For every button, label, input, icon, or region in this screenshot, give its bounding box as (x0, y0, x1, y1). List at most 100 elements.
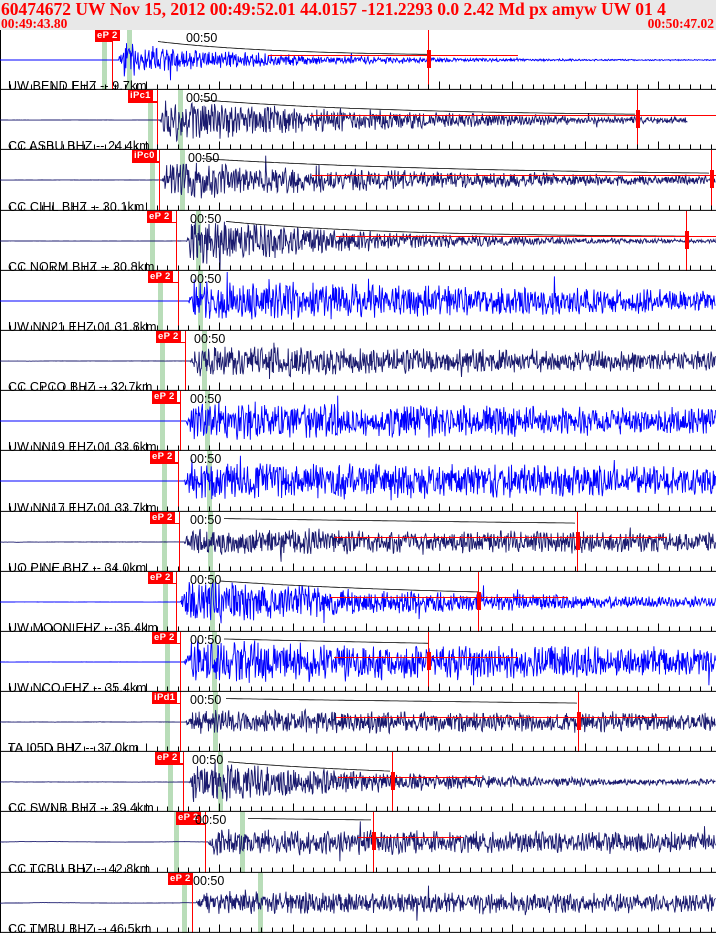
phase-pick-label[interactable]: eP 2 (176, 812, 201, 824)
time-axis (0, 322, 716, 331)
trace-panel[interactable]: iPc1 00:50 CC ASBU BHZ -- 24.4km (0, 90, 716, 151)
p-pick-connector (156, 341, 185, 344)
p-pick-connector (148, 582, 176, 585)
time-axis (0, 743, 716, 753)
phase-pick-label[interactable]: eP 2 (95, 30, 120, 41)
trace-panel[interactable]: eP 2 00:50 CC CPCO BHZ -- 32.7km (0, 330, 716, 392)
p-arrival-pick-line[interactable] (180, 692, 182, 753)
p-arrival-pick-line[interactable] (180, 391, 182, 452)
trace-panel[interactable]: iPd1 00:50 TA I05D BHZ -- 37.0km (0, 692, 716, 753)
trace-panel[interactable]: eP 2 00:50 UW NN19 EHZ.01 33.6km (0, 391, 716, 452)
p-arrival-pick-line[interactable] (159, 150, 161, 211)
time-axis (0, 803, 716, 813)
phase-pick-label[interactable]: iPc1 (128, 90, 153, 102)
minute-time-label: 00:50 (194, 331, 226, 346)
waveform-trace (0, 395, 716, 440)
minute-time-label: 00:50 (190, 452, 222, 467)
waveform-trace (0, 271, 716, 320)
phase-pick-label[interactable]: eP 2 (147, 210, 172, 222)
trace-panel[interactable]: iPc0 00:50 CC CIHL BHZ -- 30.1km (0, 150, 716, 211)
p-arrival-pick-line[interactable] (180, 631, 182, 693)
phase-pick-label[interactable]: eP 2 (168, 872, 193, 884)
time-axis (0, 81, 716, 91)
p-arrival-pick-line[interactable] (157, 90, 159, 151)
waveform-trace (0, 517, 716, 562)
p-pick-connector (176, 823, 205, 825)
trace-panel[interactable]: eP 2 00:50 UO PINE BHZ -- 34.0km (0, 511, 716, 572)
station-label: UW BEND EHZ -- 9.7km (8, 79, 147, 91)
phase-pick-label[interactable]: eP 2 (155, 752, 180, 764)
p-pick-connector (128, 101, 157, 103)
trace-panel[interactable]: eP 2 00:50 UW NN17 EHZ.01 33.7km (0, 451, 716, 512)
p-pick-connector (150, 522, 179, 524)
p-arrival-pick-line[interactable] (176, 571, 178, 632)
green-highlight-band-2 (258, 872, 263, 933)
trace-panel[interactable]: eP 2 00:50 CC TCBU BHZ -- 42.8km (0, 812, 716, 873)
time-axis (0, 623, 716, 632)
waveform-trace (0, 818, 716, 862)
station-label: CC TMBU BHZ -- 46.5km (8, 921, 152, 933)
minute-time-label: 00:50 (192, 753, 224, 768)
p-arrival-pick-line[interactable] (185, 330, 187, 392)
minute-time-label: 00:50 (190, 632, 222, 647)
green-highlight-band-2 (196, 210, 201, 271)
phase-pick-label[interactable]: iPc0 (132, 150, 157, 162)
coda-marker-box (635, 110, 640, 129)
phase-pick-label[interactable]: eP 2 (148, 270, 173, 282)
time-axis (0, 382, 716, 392)
p-pick-connector (152, 703, 180, 705)
p-arrival-pick-line[interactable] (112, 30, 114, 91)
trace-panel[interactable]: eP 2 00:50 UW BEND EHZ -- 9.7km (0, 30, 716, 91)
green-highlight-band-2 (127, 30, 132, 91)
p-arrival-pick-line[interactable] (178, 270, 180, 331)
phase-pick-label[interactable]: eP 2 (148, 571, 173, 583)
trace-panel-list: eP 2 00:50 UW BEND EHZ -- 9.7km iPc1 00:50 CC… (0, 30, 716, 938)
trace-panel[interactable]: eP 2 00:50 UW MOON EHZ -- 35.4km (0, 571, 716, 632)
phase-pick-label[interactable]: eP 2 (156, 330, 181, 342)
p-pick-connector (152, 642, 180, 645)
p-arrival-pick-line[interactable] (192, 872, 194, 933)
coda-marker-box (576, 712, 581, 731)
p-arrival-pick-line[interactable] (179, 511, 181, 572)
station-label: CC CIHL BHZ -- 30.1km (8, 199, 145, 211)
coda-marker-box (426, 50, 431, 68)
p-arrival-pick-line[interactable] (176, 210, 178, 271)
minute-time-label: 00:50 (186, 31, 218, 45)
p-arrival-pick-line[interactable] (178, 451, 180, 512)
waveform-trace (0, 580, 716, 623)
phase-pick-label[interactable]: eP 2 (152, 391, 177, 403)
trace-panel[interactable]: eP 2 00:50 CC TMBU BHZ -- 46.5km (0, 872, 716, 933)
p-pick-connector (168, 883, 192, 886)
coda-marker-box (684, 230, 689, 249)
window-start-time: 00:49:43.80 (1, 16, 68, 31)
time-axis (0, 141, 716, 151)
waveform-trace (0, 456, 716, 501)
minute-time-label: 00:50 (190, 211, 222, 226)
green-highlight-band-2 (240, 812, 245, 873)
time-axis (0, 563, 716, 572)
waveform-trace (0, 41, 716, 81)
trace-panel[interactable]: eP 2 00:50 UW NN21 EHZ.01 31.8km (0, 270, 716, 331)
phase-pick-label[interactable]: eP 2 (150, 451, 175, 463)
p-pick-connector (147, 221, 176, 223)
waveform-trace (0, 220, 716, 270)
station-label: UW NCO EHZ -- 35.4km (8, 681, 147, 693)
trace-panel[interactable]: eP 2 00:50 UW NCO EHZ -- 35.4km (0, 631, 716, 693)
coda-marker-box (390, 772, 395, 791)
coda-marker-box (575, 531, 580, 550)
p-arrival-pick-line[interactable] (183, 752, 185, 813)
p-arrival-pick-line[interactable] (205, 812, 207, 873)
waveform-trace (0, 761, 716, 803)
trace-panel[interactable]: eP 2 00:50 CC SWNB BHZ -- 39.4km (0, 752, 716, 813)
p-pick-connector (155, 763, 183, 765)
phase-pick-label[interactable]: eP 2 (150, 511, 175, 523)
time-axis (0, 924, 716, 933)
trace-panel[interactable]: eP 2 00:50 CC NORM BHZ -- 30.8km (0, 210, 716, 271)
station-label: UW MOON EHZ -- 35.4km (8, 620, 159, 632)
station-label: UO PINE BHZ -- 34.0km (8, 560, 147, 572)
station-label: CC SWNB BHZ -- 39.4km (8, 801, 154, 813)
phase-pick-label[interactable]: eP 2 (152, 631, 177, 643)
time-axis (0, 262, 716, 271)
phase-pick-label[interactable]: iPd1 (152, 692, 178, 704)
p-pick-connector (150, 462, 178, 464)
